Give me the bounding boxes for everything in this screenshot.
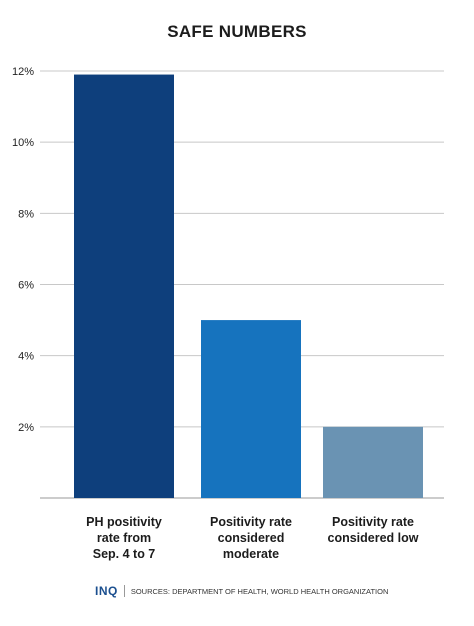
x-category-label: Positivity rate considered low [328, 515, 419, 545]
bar [323, 426, 423, 498]
y-tick-label: 12% [12, 66, 34, 78]
footer-separator [123, 585, 125, 597]
x-category-label: Positivity rate considered moderate [210, 515, 292, 561]
y-tick-label: 4% [18, 351, 34, 363]
sources-text: SOURCES: DEPARTMENT OF HEALTH, WORLD HEA… [130, 586, 389, 596]
bar-chart: 2% 4% 6% 8% 10% 12% PH positivity rate from Sep.… [12, 66, 444, 561]
inq-logo: INQ [95, 584, 118, 598]
chart-title: SAFE NUMBERS [167, 22, 307, 41]
y-tick-label: 10% [12, 137, 34, 149]
y-tick-label: 6% [18, 280, 34, 292]
bar [74, 74, 174, 498]
x-category-label: PH positivity rate from Sep. 4 to 7 [86, 515, 162, 561]
bar [201, 320, 301, 498]
footer: INQ SOURCES: DEPARTMENT OF HEALTH, WORLD… [95, 584, 388, 598]
y-tick-label: 8% [18, 208, 34, 220]
y-tick-label: 2% [18, 422, 34, 434]
